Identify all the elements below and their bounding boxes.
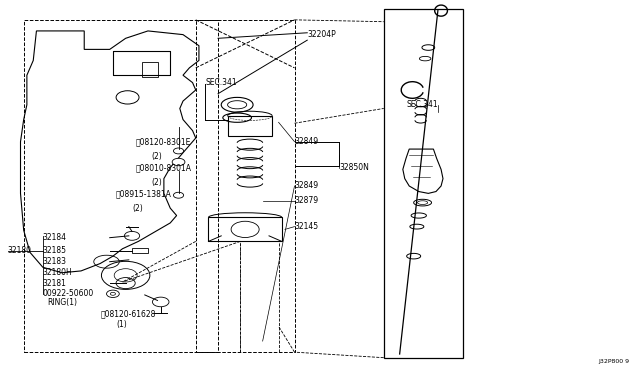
Text: Ⓑ08010-8301A: Ⓑ08010-8301A (135, 163, 191, 172)
Bar (209, 217, 282, 241)
Text: 32180: 32180 (8, 246, 32, 255)
Text: 32181: 32181 (43, 279, 67, 288)
Text: 32180H: 32180H (43, 268, 72, 277)
Text: 32185: 32185 (43, 246, 67, 255)
Text: ⓜ08915-1381A: ⓜ08915-1381A (116, 189, 172, 198)
Text: (2): (2) (151, 178, 162, 187)
Text: (2): (2) (132, 203, 143, 213)
Text: J32P800 9: J32P800 9 (598, 359, 629, 364)
Text: Ⓑ08120-61628: Ⓑ08120-61628 (100, 309, 156, 318)
Bar (132, 248, 148, 253)
Bar (196, 20, 294, 352)
Text: (2): (2) (151, 152, 162, 161)
Text: 32849: 32849 (294, 137, 319, 146)
Circle shape (172, 158, 185, 166)
Text: 32850N: 32850N (339, 163, 369, 172)
Text: (1): (1) (116, 320, 127, 329)
Circle shape (173, 192, 184, 198)
Text: 32204P: 32204P (307, 30, 336, 39)
Bar (24, 20, 218, 352)
Text: 00922-50600: 00922-50600 (43, 289, 94, 298)
Text: SEC.341: SEC.341 (205, 78, 237, 87)
Text: 32145: 32145 (294, 222, 319, 231)
Bar (113, 51, 170, 75)
Text: RING(1): RING(1) (47, 298, 77, 307)
Text: SEC.341: SEC.341 (406, 100, 438, 109)
Text: Ⓑ08120-8301E: Ⓑ08120-8301E (135, 137, 191, 146)
Text: 32184: 32184 (43, 233, 67, 242)
Bar (228, 116, 272, 136)
Text: 32849: 32849 (294, 182, 319, 190)
Text: 32879: 32879 (294, 196, 319, 205)
Text: 32183: 32183 (43, 257, 67, 266)
Bar (141, 62, 157, 77)
Bar (384, 9, 463, 358)
Circle shape (173, 148, 184, 154)
